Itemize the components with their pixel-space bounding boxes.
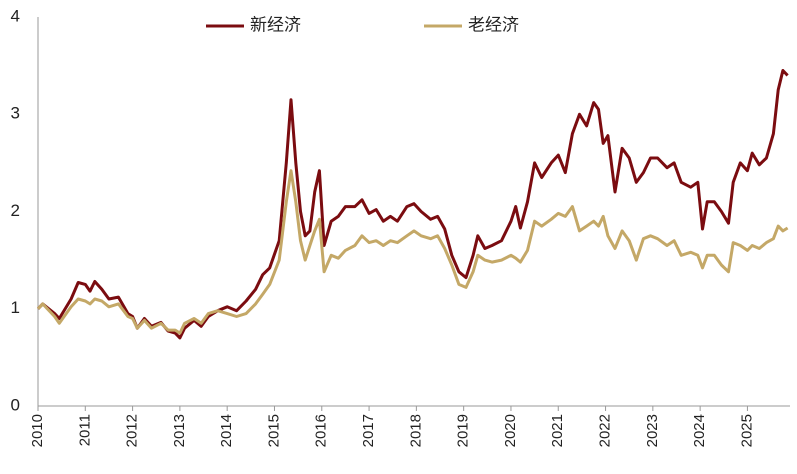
- x-tick-label: 2020: [502, 414, 519, 447]
- x-tick-label: 2017: [360, 414, 377, 447]
- y-tick-label: 1: [11, 298, 20, 317]
- x-tick-label: 2014: [218, 414, 235, 447]
- x-tick-label: 2016: [313, 414, 330, 447]
- y-tick-label: 3: [11, 104, 20, 123]
- x-tick-label: 2011: [76, 414, 93, 446]
- y-tick-label: 2: [11, 201, 20, 220]
- line-series: [36, 69, 789, 340]
- legend-label: 新经济: [250, 15, 301, 34]
- x-tick-label: 2018: [407, 414, 424, 447]
- x-tick-label: 2025: [738, 414, 755, 447]
- line-series: [36, 169, 789, 335]
- y-tick-label: 4: [11, 6, 20, 25]
- x-tick-label: 2015: [265, 414, 282, 447]
- legend-label: 老经济: [468, 15, 519, 34]
- y-tick-label: 0: [11, 395, 20, 414]
- x-tick-label: 2012: [124, 414, 141, 447]
- x-tick-label: 2021: [549, 414, 566, 447]
- x-tick-label: 2013: [171, 414, 188, 447]
- x-tick-label: 2022: [597, 414, 614, 447]
- x-tick-label: 2023: [644, 414, 661, 447]
- x-tick-label: 2019: [455, 414, 472, 447]
- x-tick-label: 2010: [29, 414, 46, 447]
- x-tick-label: 2024: [691, 414, 708, 447]
